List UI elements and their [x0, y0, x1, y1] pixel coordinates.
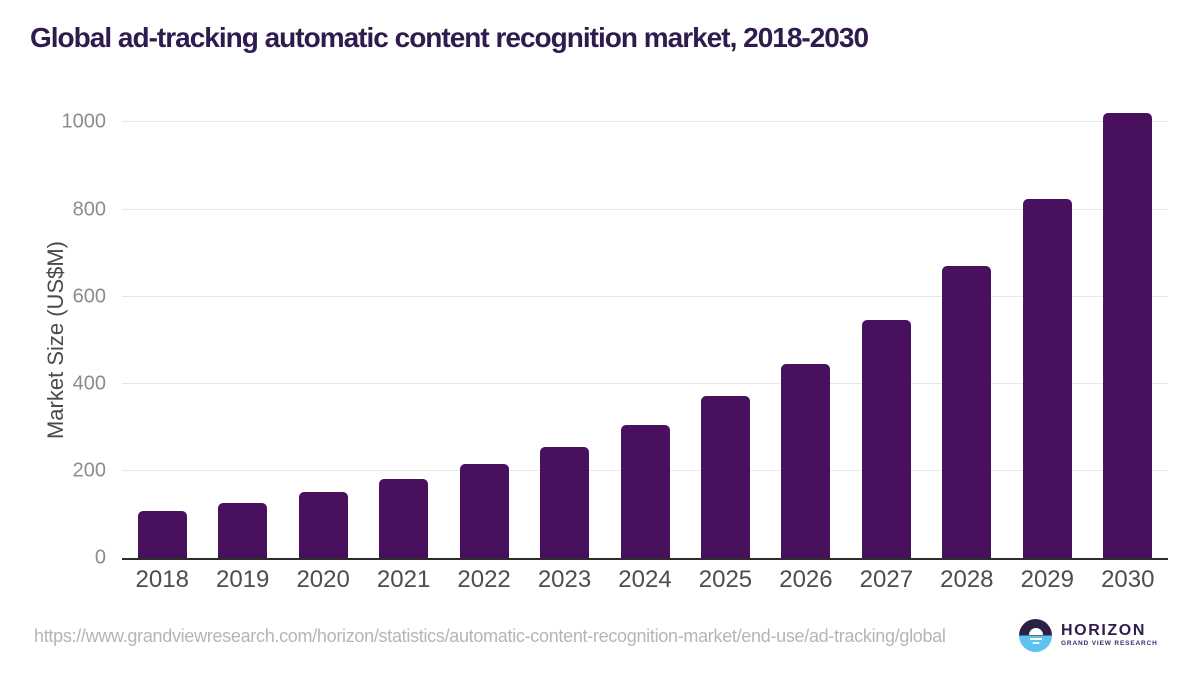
horizon-logo: HORIZON GRAND VIEW RESEARCH — [1019, 618, 1158, 652]
source-url-text: https://www.grandviewresearch.com/horizo… — [34, 626, 946, 646]
horizon-logo-text: HORIZON GRAND VIEW RESEARCH — [1061, 622, 1158, 648]
x-tick-label-2030: 2030 — [1101, 566, 1155, 593]
sun-icon — [1028, 628, 1043, 635]
x-tick-label-2022: 2022 — [457, 566, 511, 593]
sun-reflection-line — [1032, 642, 1039, 645]
gridline-600 — [122, 295, 1168, 297]
bar-2026 — [781, 363, 831, 558]
x-tick-label-2029: 2029 — [1020, 566, 1074, 593]
x-tick-label-2019: 2019 — [215, 566, 270, 593]
bar-2022 — [459, 464, 509, 558]
bar-2029 — [1022, 199, 1072, 558]
bar-2024 — [620, 424, 670, 558]
y-axis-title: Market Size (US$M) — [43, 240, 68, 440]
x-tick-label-2024: 2024 — [618, 566, 672, 593]
sun-reflection-line — [1029, 637, 1042, 640]
bar-2018 — [137, 510, 187, 558]
bar-2023 — [540, 446, 590, 558]
bar-2030 — [1103, 112, 1153, 558]
bar-2020 — [298, 492, 348, 558]
bar-2028 — [942, 265, 992, 558]
x-tick-label-2023: 2023 — [537, 566, 592, 593]
x-tick-label-2025: 2025 — [698, 566, 753, 593]
y-tick-label-1000: 1000 — [61, 110, 107, 133]
gridline-800 — [122, 208, 1168, 210]
y-tick-label-200: 200 — [72, 459, 106, 482]
bar-2019 — [218, 503, 268, 558]
x-tick-label-2020: 2020 — [296, 566, 350, 593]
x-tick-label-2026: 2026 — [779, 566, 833, 593]
logo-brand-name: HORIZON — [1061, 622, 1146, 639]
y-tick-label-600: 600 — [72, 285, 106, 308]
bar-2021 — [379, 479, 429, 558]
gridline-400 — [122, 382, 1168, 384]
x-tick-label-2018: 2018 — [135, 566, 189, 593]
page-title: Global ad-tracking automatic content rec… — [30, 22, 869, 53]
x-tick-label-2021: 2021 — [376, 566, 431, 593]
bar-chart-plot-area: 0 200 400 600 800 1000 2018 2019 2020 2021 2022 202… — [62, 95, 1168, 593]
horizon-logo-icon — [1019, 618, 1052, 652]
y-tick-label-800: 800 — [72, 198, 106, 221]
bar-2025 — [700, 396, 750, 558]
x-tick-label-2027: 2027 — [859, 566, 914, 593]
x-tick-label-2028: 2028 — [940, 566, 994, 593]
y-tick-label-400: 400 — [72, 372, 106, 395]
y-tick-label-0: 0 — [94, 546, 106, 569]
gridline-1000 — [122, 121, 1168, 123]
bar-2027 — [861, 319, 911, 558]
logo-sub-brand: GRAND VIEW RESEARCH — [1061, 640, 1158, 647]
